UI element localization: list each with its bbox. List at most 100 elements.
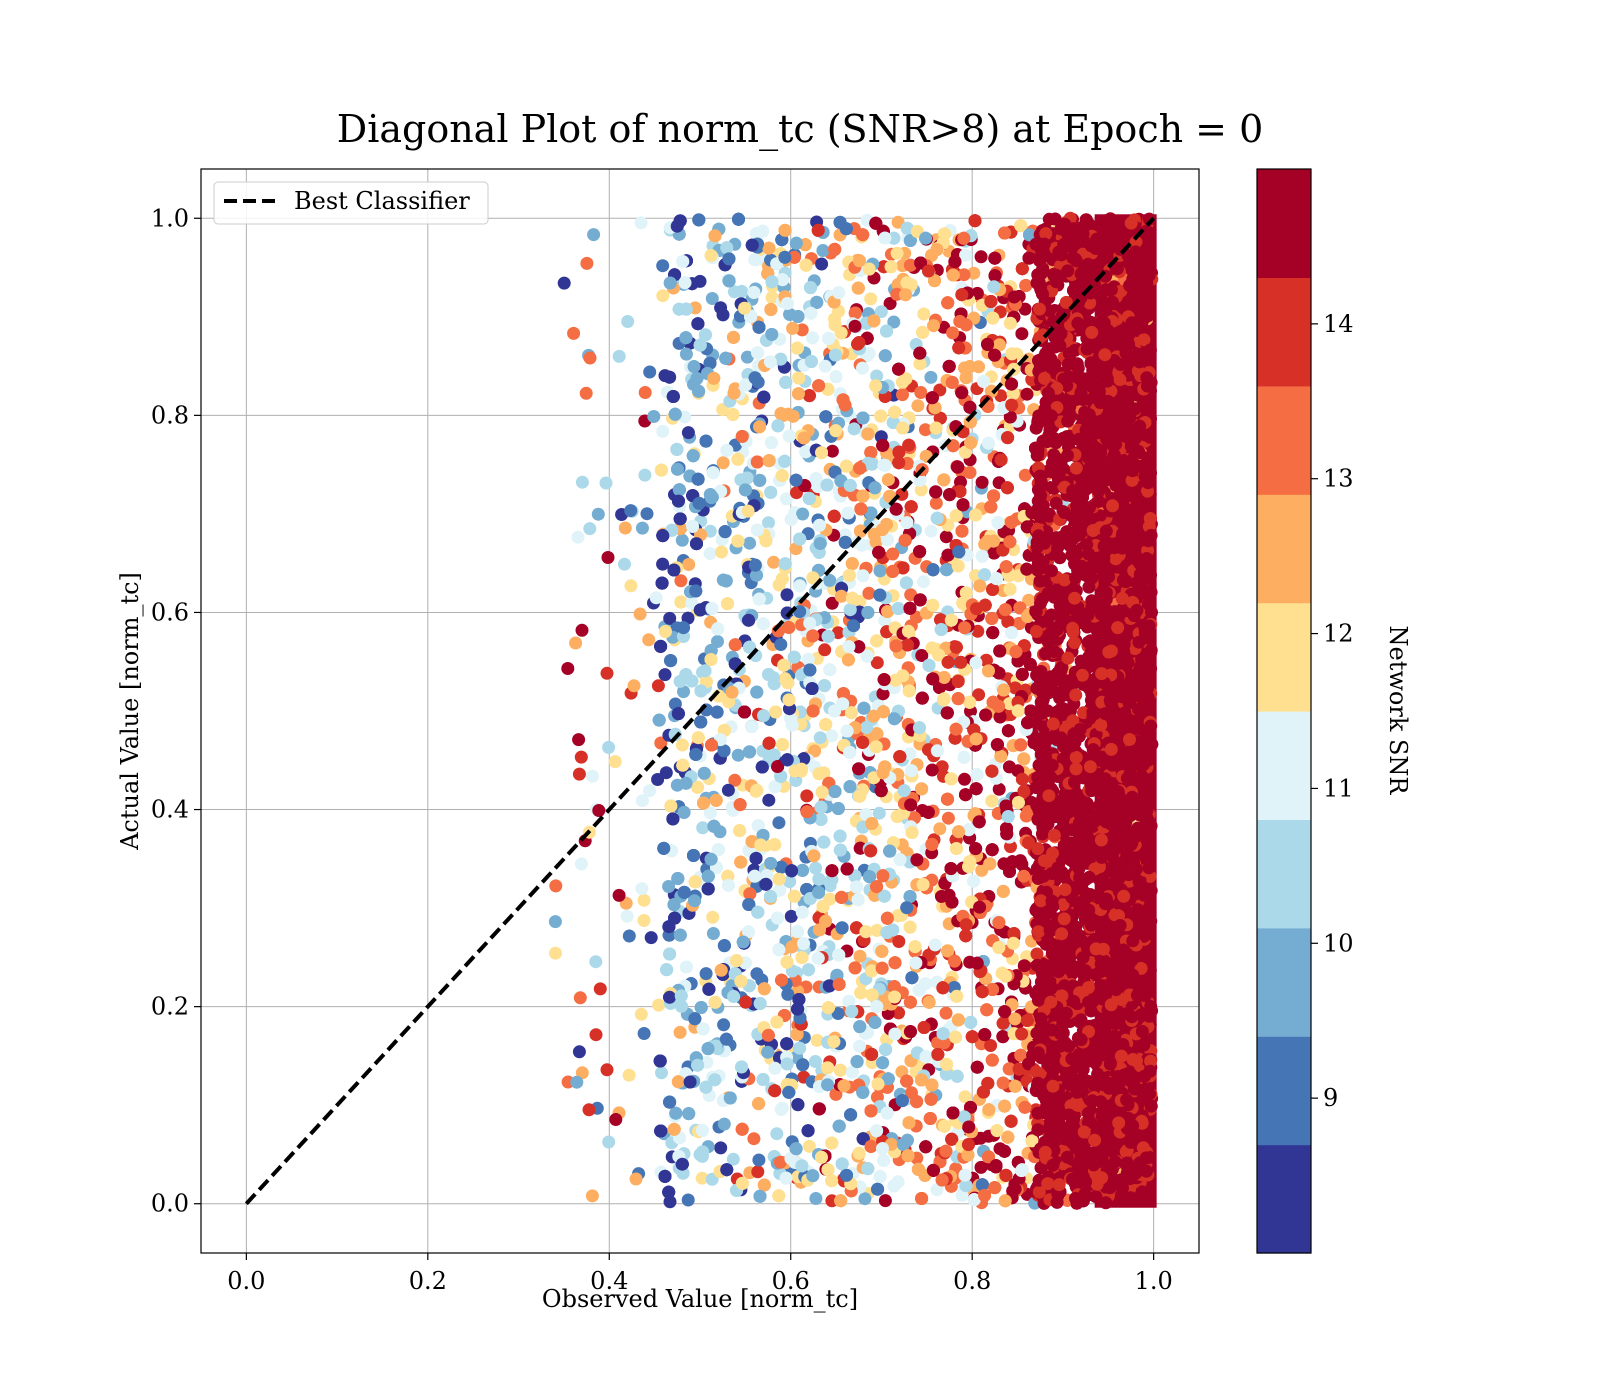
scatter-point [681,1193,695,1207]
scatter-point [638,468,652,482]
scatter-point [870,369,884,383]
scatter-point [600,1063,614,1077]
scatter-point [585,1189,599,1203]
scatter-point [847,422,861,436]
scatter-point [674,574,688,588]
scatter-point [975,475,989,489]
scatter-point [673,1025,687,1039]
scatter-point [618,557,631,571]
scatter-point [658,668,672,682]
scatter-point [608,755,622,769]
scatter-point [818,359,832,373]
scatter-point [853,949,867,963]
scatter-point [549,879,563,893]
scatter-point [622,929,636,943]
scatter-point [602,1135,616,1149]
scatter-point [941,811,955,825]
scatter-point [917,575,930,589]
scatter-point [806,331,819,345]
scatter-point [935,760,949,774]
scatter-point [924,524,938,538]
scatter-point [589,1028,603,1042]
scatter-point [721,783,735,797]
scatter-point [984,1039,998,1052]
scatter-point [633,607,647,621]
scatter-point [813,731,827,745]
scatter-point [929,496,943,510]
scatter-point [928,938,942,952]
scatter-point [858,1192,872,1206]
scatter-point [954,475,967,489]
scatter-point [642,633,656,647]
scatter-point [656,424,670,438]
scatter-point [1022,593,1036,607]
scatter-point [767,555,781,569]
scatter-point [750,967,764,981]
scatter-point [751,1165,765,1179]
scatter-point [655,1066,668,1080]
scatter-point [627,679,641,693]
scatter-point [706,910,720,924]
scatter-point [1020,387,1034,401]
scatter-point [649,591,663,605]
scatter-point [810,1033,824,1047]
scatter-point [864,292,878,306]
scatter-point [762,793,776,807]
scatter-point [699,967,713,981]
scatter-point [911,399,925,413]
scatter-point [992,782,1006,796]
scatter-point [892,935,906,948]
scatter-point [1015,327,1029,341]
scatter-point [795,323,809,337]
scatter-point [679,347,693,361]
scatter-point [659,766,673,780]
scatter-point [593,982,607,996]
scatter-point [663,611,677,625]
scatter-point [886,547,900,561]
scatter-point [904,588,918,602]
scatter-point [582,1103,596,1117]
scatter-point [696,821,710,835]
scatter-point [963,466,977,479]
scatter-point [870,923,884,937]
scatter-point [572,767,586,781]
scatter-point [575,623,589,637]
scatter-point [786,321,800,335]
scatter-point [716,456,730,470]
scatter-point [939,1006,953,1020]
scatter-point [714,301,728,315]
scatter-point [974,1160,988,1174]
scatter-point [635,794,649,808]
scatter-point [637,893,651,907]
scatter-point [873,564,887,578]
scatter-point [946,326,960,340]
scatter-point [618,521,632,535]
scatter-point [802,1139,816,1153]
scatter-point [971,624,985,638]
scatter-point [717,1018,731,1032]
scatter-point [878,1194,892,1208]
scatter-point [622,1068,636,1082]
scatter-point [644,931,658,945]
scatter-point [548,915,562,929]
scatter-point [774,638,788,651]
scatter-point [825,444,839,458]
scatter-point [784,909,798,923]
scatter-point [640,507,654,521]
scatter-point [703,524,717,538]
scatter-point [939,530,953,544]
scatter-point [634,1007,648,1021]
scatter-point [752,1153,766,1167]
scatter-point [643,365,657,379]
scatter-point [638,386,652,399]
scatter-point [780,588,794,602]
scatter-point [635,882,649,896]
scatter-point [825,596,839,610]
scatter-point [870,656,884,670]
scatter-point [883,297,897,310]
scatter-point [765,291,779,305]
scatter-point [801,652,815,666]
scatter-point [917,307,931,321]
scatter-point [728,773,742,787]
